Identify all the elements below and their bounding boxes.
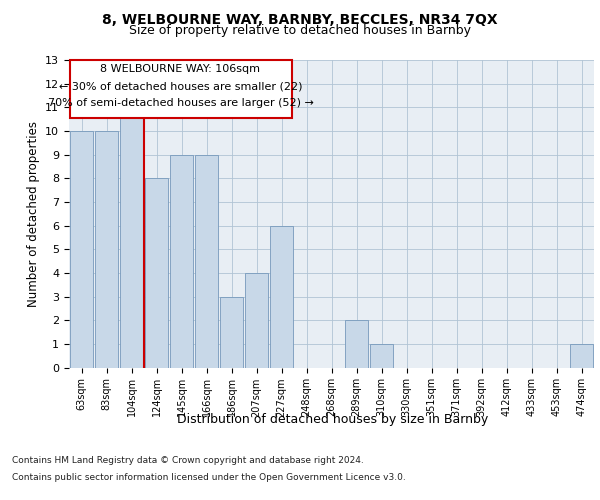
Bar	[569, 344, 593, 368]
Bar	[119, 108, 143, 368]
Y-axis label: Number of detached properties: Number of detached properties	[26, 120, 40, 306]
Bar	[170, 154, 193, 368]
Bar	[70, 131, 94, 368]
Bar	[95, 131, 118, 368]
FancyBboxPatch shape	[70, 60, 292, 118]
Bar	[269, 226, 293, 368]
Text: 8 WELBOURNE WAY: 106sqm: 8 WELBOURNE WAY: 106sqm	[101, 64, 260, 74]
Text: Size of property relative to detached houses in Barnby: Size of property relative to detached ho…	[129, 24, 471, 37]
Bar	[245, 273, 268, 368]
Bar	[370, 344, 394, 368]
Text: 8, WELBOURNE WAY, BARNBY, BECCLES, NR34 7QX: 8, WELBOURNE WAY, BARNBY, BECCLES, NR34 …	[102, 12, 498, 26]
Bar	[194, 154, 218, 368]
Text: Contains public sector information licensed under the Open Government Licence v3: Contains public sector information licen…	[12, 472, 406, 482]
Text: Contains HM Land Registry data © Crown copyright and database right 2024.: Contains HM Land Registry data © Crown c…	[12, 456, 364, 465]
Text: Distribution of detached houses by size in Barnby: Distribution of detached houses by size …	[178, 412, 488, 426]
Text: 70% of semi-detached houses are larger (52) →: 70% of semi-detached houses are larger (…	[47, 98, 313, 108]
Text: ← 30% of detached houses are smaller (22): ← 30% of detached houses are smaller (22…	[59, 81, 302, 91]
Bar	[220, 296, 244, 368]
Bar	[145, 178, 169, 368]
Bar	[344, 320, 368, 368]
